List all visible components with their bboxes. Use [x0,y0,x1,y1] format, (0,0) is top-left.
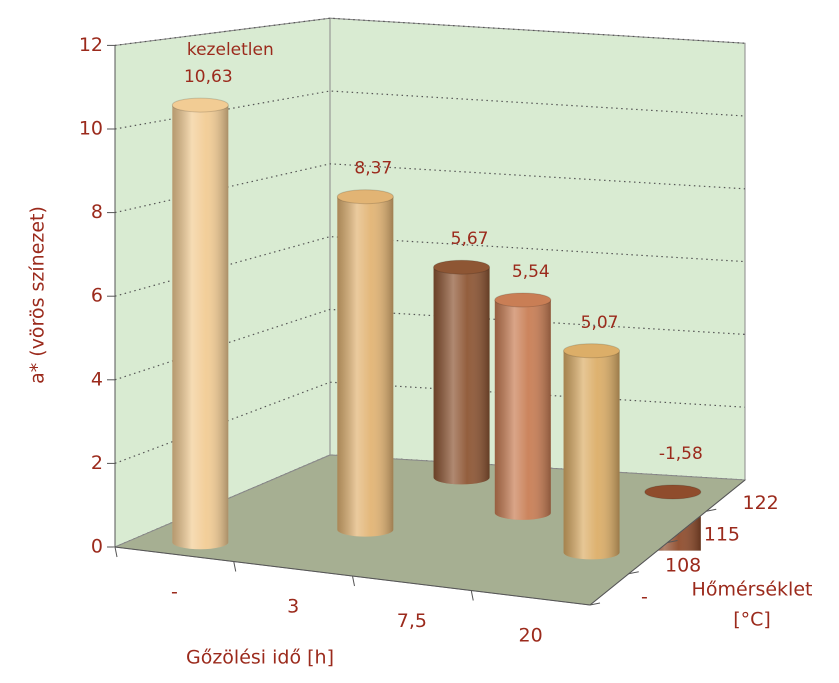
bar-shade [172,105,229,550]
value-label: -1,58 [659,444,703,464]
bar-top [433,259,491,275]
depth-axis-title: Hőmérséklet [692,579,813,601]
value-label: 5,67 [451,229,489,249]
y-tick-label: 4 [91,368,103,390]
depth-tick-label: 122 [742,492,778,514]
bar-shade [433,267,490,485]
grid-line [114,90,746,130]
depth-tick-label: 115 [704,523,740,545]
depth-tick [706,508,717,512]
y-tick-label: 8 [91,201,103,223]
bar-top [336,189,394,205]
y-tick-label: 10 [79,118,103,140]
y-axis-title: a* (vörös színezet) [27,206,49,384]
bar-shade [494,299,551,520]
x-tick-label: 3 [287,595,299,617]
value-label: 10,63 [184,67,233,87]
bar-top [644,484,702,500]
depth-tick [667,540,678,543]
bar-top [171,97,229,113]
grid-line [114,163,746,214]
depth-axis-title: [°C] [733,609,771,631]
y-tick-label: 12 [79,34,103,56]
value-label: 5,07 [581,313,619,333]
y-tick-label: 6 [91,285,103,307]
depth-tick-label: 108 [665,555,701,577]
bar-top [494,292,552,308]
x-tick [233,561,237,572]
x-tick [470,590,474,601]
x-tick-label: 7,5 [397,610,427,632]
x-tick [114,546,118,558]
x-tick-label: - [171,581,178,603]
grid-line [114,235,746,297]
depth-tick-label: - [641,586,648,608]
x-tick [352,575,355,587]
bar-shade [337,196,394,537]
bar-top [563,343,621,359]
value-label: 8,37 [354,159,392,179]
x-axis-title: Gőzölési idő [h] [186,647,334,669]
depth-tick [628,571,639,575]
bar-shade [563,350,620,560]
annotation: kezeletlen [187,40,274,60]
depth-tick [589,602,601,606]
x-tick-label: 20 [519,624,543,646]
y-tick-label: 0 [91,536,103,558]
y-tick-label: 2 [91,452,103,474]
value-label: 5,54 [512,262,550,282]
